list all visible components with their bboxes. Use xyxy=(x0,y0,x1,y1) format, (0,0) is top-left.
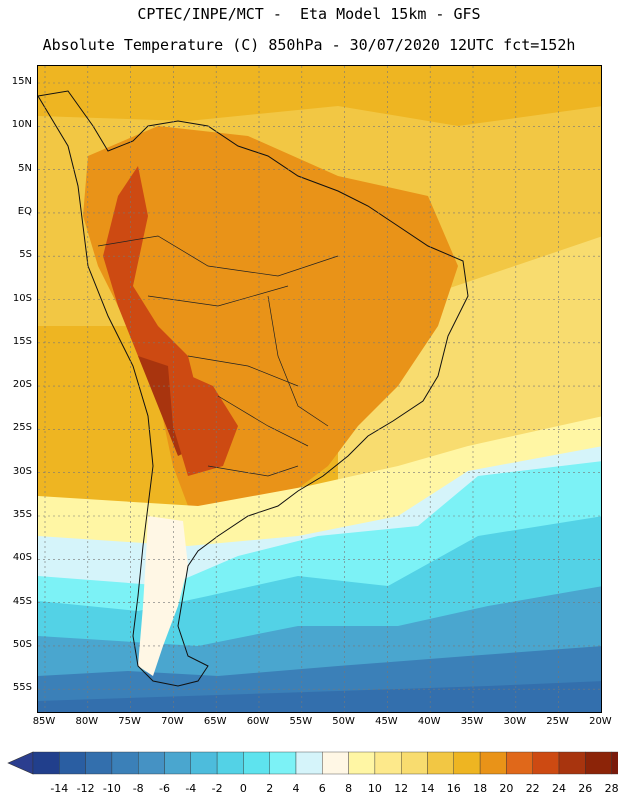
colorbar-segment xyxy=(137,751,165,775)
longitude-label: 55W xyxy=(289,716,313,727)
longitude-label: 70W xyxy=(161,716,184,727)
colorbar-tick-label: 16 xyxy=(446,782,461,795)
colorbar-segment xyxy=(532,751,560,775)
temperature-map xyxy=(37,65,602,713)
colorbar-tick-label: -6 xyxy=(159,782,170,795)
colorbar-segment xyxy=(111,751,139,775)
latitude-label: 30S xyxy=(12,465,32,477)
latitude-label: 15S xyxy=(12,335,32,347)
colorbar-segment xyxy=(453,751,481,775)
latitude-label: 40S xyxy=(12,552,32,564)
colorbar-tick-label: 24 xyxy=(552,782,566,795)
colorbar-segment xyxy=(216,751,244,775)
colorbar-tick-label: -8 xyxy=(132,782,144,795)
field-chaco-hot xyxy=(168,366,238,476)
colorbar-tick-label: 26 xyxy=(578,782,593,795)
colorbar-tick-label: 0 xyxy=(239,782,247,795)
colorbar-tick-label: 4 xyxy=(292,782,300,795)
longitude-label: 45W xyxy=(375,716,398,727)
colorbar-segment xyxy=(59,751,86,775)
colorbar-tick-label: -2 xyxy=(211,782,223,795)
colorbar-segment xyxy=(32,751,60,775)
colorbar-tick-label: -10 xyxy=(102,782,121,795)
field-cold-6 xyxy=(38,681,601,712)
colorbar-segment xyxy=(243,751,270,775)
latitude-label: 35S xyxy=(12,509,32,520)
latitude-label: 25S xyxy=(12,422,32,434)
latitude-label: 15N xyxy=(11,76,32,87)
longitude-label: 80W xyxy=(75,716,99,727)
coastline xyxy=(38,90,469,687)
longitude-label: 20W xyxy=(589,716,612,727)
field-patagonia xyxy=(138,516,188,676)
colorbar-segment xyxy=(479,751,507,775)
longitude-label: 30W xyxy=(503,716,527,727)
colorbar-tick-label: 20 xyxy=(499,782,514,795)
colorbar-segment xyxy=(427,751,454,775)
longitude-label: 35W xyxy=(460,716,484,727)
colorbar-segment xyxy=(190,751,218,775)
color-scale-bar xyxy=(7,751,618,775)
latitude-label: 20S xyxy=(12,379,32,391)
map-subtitle: Absolute Temperature (C) 850hPa - 30/07/… xyxy=(42,36,576,54)
longitude-label: 25W xyxy=(546,716,569,727)
graticule xyxy=(38,66,601,712)
colorbar-segment xyxy=(558,751,586,775)
longitude-label: 75W xyxy=(118,716,141,727)
colorbar-segment xyxy=(585,751,612,775)
field-ocean-warm-north xyxy=(38,66,601,126)
latitude-label: EQ xyxy=(17,205,32,217)
country-borders xyxy=(97,235,339,477)
colorbar-under-arrow xyxy=(7,751,34,775)
colorbar-segment xyxy=(85,751,113,775)
colorbar-segment xyxy=(506,751,533,775)
colorbar-tick-label: 6 xyxy=(318,782,326,795)
colorbar-tick-label: 18 xyxy=(473,782,488,795)
colorbar-segment xyxy=(322,751,349,775)
colorbar-segment xyxy=(295,751,323,775)
colorbar-segment xyxy=(374,751,402,775)
colorbar-tick-label: -4 xyxy=(185,782,197,795)
colorbar-segment xyxy=(348,751,376,775)
colorbar-tick-label: 22 xyxy=(525,782,540,795)
latitude-label: 55S xyxy=(12,682,32,694)
colorbar-tick-label: 28 xyxy=(604,782,618,795)
latitude-label: 10S xyxy=(12,292,32,304)
latitude-label: 5N xyxy=(18,162,32,174)
longitude-label: 50W xyxy=(332,716,355,727)
colorbar-tick-label: 2 xyxy=(266,782,274,795)
latitude-label: 5S xyxy=(19,249,32,261)
map-title: CPTEC/INPE/MCT - Eta Model 15km - GFS xyxy=(137,5,481,23)
colorbar-segment xyxy=(611,751,618,775)
latitude-label: 45S xyxy=(12,595,32,607)
colorbar-segment xyxy=(269,751,297,775)
colorbar-tick-label: -14 xyxy=(50,782,69,795)
colorbar-tick-label: -12 xyxy=(76,782,95,795)
longitude-label: 85W xyxy=(32,716,56,727)
colorbar-tick-label: 14 xyxy=(420,782,435,795)
longitude-label: 60W xyxy=(246,716,270,727)
colorbar-tick-label: 10 xyxy=(367,782,382,795)
longitude-label: 65W xyxy=(203,716,227,727)
colorbar-tick-label: 12 xyxy=(394,782,409,795)
colorbar-tick-label: 8 xyxy=(345,782,353,795)
latitude-label: 50S xyxy=(12,638,32,650)
colorbar-segment xyxy=(164,751,191,775)
longitude-label: 40W xyxy=(417,716,441,727)
latitude-label: 10N xyxy=(11,119,32,131)
colorbar-segment xyxy=(401,751,428,775)
